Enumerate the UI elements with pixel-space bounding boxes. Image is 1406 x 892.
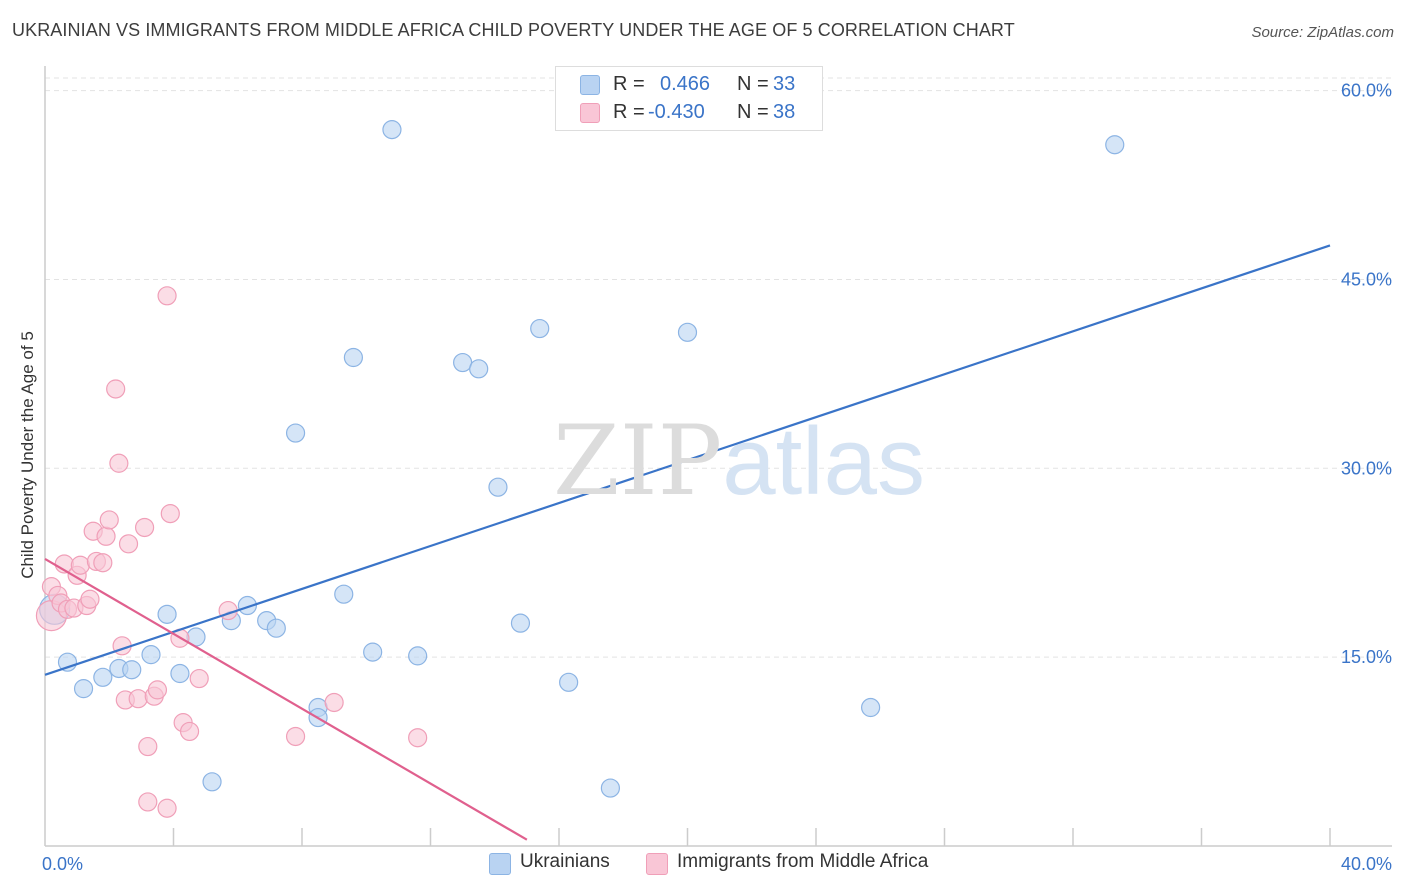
data-point: [93, 667, 113, 687]
legend-swatch-pink: [646, 853, 668, 875]
data-point: [285, 423, 306, 443]
data-point: [408, 646, 428, 666]
data-point: [530, 318, 550, 339]
legend-swatch-blue: [489, 853, 511, 875]
y-tick-label: 30.0%: [1341, 458, 1392, 478]
y-axis-label: Child Poverty Under the Age of 5: [18, 331, 37, 579]
chart-title: UKRAINIAN VS IMMIGRANTS FROM MIDDLE AFRI…: [12, 20, 1015, 40]
data-point: [122, 660, 142, 680]
data-point: [128, 689, 148, 709]
stats-swatch-pink: [580, 103, 600, 123]
data-point: [138, 736, 158, 757]
data-point: [510, 613, 531, 633]
source-credit: Source: ZipAtlas.com: [1251, 24, 1394, 41]
data-point: [170, 663, 190, 684]
data-point: [118, 534, 139, 554]
axes: [44, 66, 1392, 847]
data-point: [559, 672, 579, 692]
data-point: [363, 642, 383, 662]
n-value: 33: [773, 73, 796, 95]
data-point: [141, 645, 161, 665]
data-point: [147, 680, 168, 700]
y-tick-label: 15.0%: [1341, 647, 1392, 667]
data-point: [70, 555, 90, 575]
tick-labels: 15.0% 30.0% 45.0% 60.0% 0.0% 40.0%: [42, 81, 1392, 874]
trend-lines: [44, 244, 1331, 841]
r-value: 0.466: [660, 73, 711, 95]
data-point: [106, 379, 126, 399]
data-point: [1105, 135, 1125, 155]
data-point: [202, 772, 222, 792]
x-tick-label: 0.0%: [42, 854, 83, 874]
data-point: [157, 604, 177, 624]
data-point: [157, 286, 177, 306]
data-point: [80, 589, 100, 609]
data-point: [109, 453, 129, 473]
r-value: -0.430: [648, 101, 705, 123]
r-label: R =: [613, 101, 645, 123]
n-label: N =: [737, 101, 769, 123]
r-label: R =: [613, 73, 645, 95]
data-point: [138, 792, 158, 812]
stats-swatch-blue: [580, 75, 600, 95]
data-point: [134, 517, 155, 538]
data-point: [285, 726, 306, 747]
data-point: [157, 798, 177, 818]
data-point: [324, 692, 344, 713]
correlation-stats-box: R = 0.466 N = 33 R = -0.430 N = 38: [555, 66, 823, 131]
data-point: [408, 728, 428, 748]
data-point: [382, 120, 402, 140]
data-point: [73, 679, 94, 699]
data-point: [93, 553, 113, 573]
y-tick-label: 45.0%: [1341, 269, 1392, 289]
data-point: [343, 347, 363, 368]
data-point: [189, 668, 209, 689]
data-point: [453, 352, 473, 373]
n-value: 38: [773, 101, 796, 123]
y-tick-label: 60.0%: [1341, 81, 1392, 101]
data-point: [677, 322, 698, 342]
data-point: [266, 618, 286, 638]
data-point: [488, 477, 508, 497]
data-point: [237, 595, 257, 616]
data-point: [179, 721, 200, 742]
legend-label: Immigrants from Middle Africa: [677, 851, 929, 872]
x-tick-label: 40.0%: [1341, 854, 1392, 874]
data-point: [160, 504, 180, 524]
legend-label: Ukrainians: [520, 851, 610, 872]
trend-line-blue: [44, 244, 1331, 676]
data-point: [469, 359, 489, 379]
data-point: [861, 697, 881, 718]
data-point: [99, 510, 119, 530]
n-label: N =: [737, 73, 769, 95]
trend-line-pink: [44, 557, 528, 841]
grid-lines: [45, 77, 1392, 658]
series-immigrants-middle-africa: [35, 286, 428, 818]
data-point: [334, 584, 354, 604]
data-point: [96, 526, 116, 546]
data-point: [600, 778, 621, 798]
series-ukrainians: [39, 120, 1125, 798]
